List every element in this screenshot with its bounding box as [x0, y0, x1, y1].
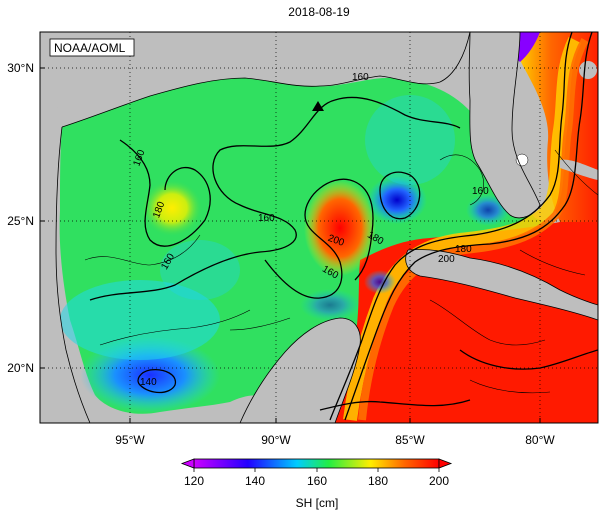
cold-eddy: [367, 176, 427, 224]
lon-label: 85°W: [395, 433, 425, 447]
florida-land: [469, 32, 540, 218]
colorbar-low-arrow: [180, 458, 195, 469]
buoy-marker-icon: [312, 101, 324, 111]
grand-bahama-land: [579, 61, 597, 79]
map-title: 2018-08-19: [288, 5, 350, 19]
lon-label: 80°W: [525, 433, 555, 447]
contour-label: 140: [140, 377, 157, 388]
contour-label: 160: [258, 213, 275, 224]
credit-text: NOAA/AOML: [54, 41, 126, 55]
cuba-land: [405, 249, 598, 320]
graticule: [40, 32, 598, 423]
lon-label: 95°W: [115, 433, 145, 447]
colorbar-high-arrow: [438, 458, 453, 469]
colorbar-tick: 180: [368, 474, 388, 488]
lat-label: 25°N: [7, 214, 34, 228]
loop-current-inner: [358, 38, 589, 421]
warm-eddy: [304, 180, 376, 276]
colorbar-label: SH [cm]: [296, 496, 339, 510]
axis-ticks: [40, 67, 541, 423]
contours: [84, 32, 598, 421]
lat-label: 20°N: [7, 361, 34, 375]
lon-label: 90°W: [261, 433, 291, 447]
coastlines: [55, 32, 598, 423]
contour-label: 160: [472, 186, 489, 197]
cool-patch-central: [160, 240, 240, 300]
bahamas-land: [560, 159, 598, 180]
us-gulf-coast-land: [40, 32, 470, 127]
cool-shelf-west: [60, 280, 220, 360]
colorbar-gradient: [193, 458, 440, 469]
colorbar-tick: 140: [245, 474, 265, 488]
contour-label: 180: [455, 244, 472, 255]
contour-label: 200: [438, 254, 455, 265]
warm-spot-west: [142, 180, 202, 236]
map-frame: [39, 31, 599, 424]
colorbar: 120 140 160 180 200 SH [cm]: [180, 458, 453, 510]
yucatan-land: [240, 318, 361, 423]
credit-box: NOAA/AOML: [49, 38, 135, 57]
cool-spot-campeche: [300, 289, 360, 321]
colorbar-tick: 200: [429, 474, 449, 488]
contour-label: 160: [352, 72, 369, 83]
lat-label: 30°N: [7, 61, 34, 75]
colorbar-tick: 120: [184, 474, 204, 488]
mexico-west-land: [40, 32, 90, 423]
colorbar-tick: 160: [307, 474, 327, 488]
